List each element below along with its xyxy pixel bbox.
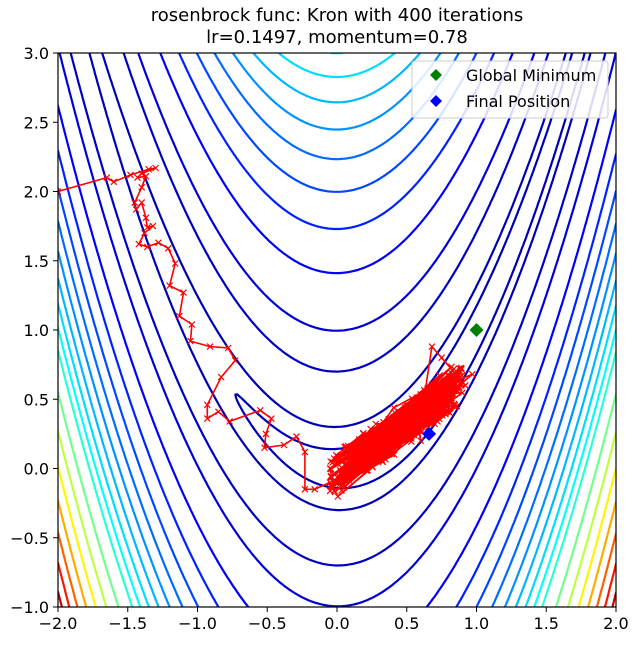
x-tick-label: 1.5 (534, 614, 559, 633)
y-tick-label: 0.5 (24, 390, 49, 409)
y-tick-label: 2.5 (24, 113, 49, 132)
contour-line (58, 465, 616, 607)
y-tick-label: 0.0 (24, 460, 49, 479)
chart-title-line-2: lr=0.1497, momentum=0.78 (206, 27, 468, 48)
x-tick-label: 0.5 (394, 614, 419, 633)
x-axis: −2.0 −1.5 −1.0 −0.5 0.0 0.5 1.0 1.5 2.0 (39, 607, 629, 633)
x-tick-label: 0.0 (324, 614, 349, 633)
y-tick-label: 3.0 (24, 44, 49, 63)
contour-line (58, 349, 616, 607)
contour-line (58, 590, 616, 607)
contour-line (58, 53, 616, 607)
contour-line (58, 561, 616, 607)
x-tick-label: −1.5 (108, 614, 147, 633)
y-tick-label: 1.5 (24, 252, 49, 271)
x-tick-label: 2.0 (603, 614, 628, 633)
legend-final-position-marker (430, 95, 442, 107)
contour-line (58, 531, 616, 607)
legend-global-minimum-label: Global Minimum (466, 66, 596, 85)
optimizer-step-markers (58, 164, 476, 500)
chart-title-line-1: rosenbrock func: Kron with 400 iteration… (151, 5, 524, 26)
y-tick-label: 1.0 (24, 321, 49, 340)
chart-title: rosenbrock func: Kron with 400 iteration… (151, 5, 524, 48)
y-axis: −1.0 −0.5 0.0 0.5 1.0 1.5 2.0 2.5 3.0 (10, 44, 58, 617)
y-tick-label: 2.0 (24, 183, 49, 202)
x-tick-label: −1.0 (178, 614, 217, 633)
contour-line (58, 53, 616, 607)
legend-final-position-label: Final Position (466, 92, 570, 111)
final-position-marker (422, 426, 437, 441)
contour-line (58, 53, 616, 607)
legend-box (411, 60, 609, 119)
contour-line (58, 53, 616, 607)
x-tick-label: −0.5 (248, 614, 287, 633)
x-tick-label: 1.0 (464, 614, 489, 633)
contour-line (58, 499, 616, 607)
contour-lines (58, 53, 616, 607)
contour-line (58, 53, 616, 607)
x-tick-label: −2.0 (39, 614, 78, 633)
point-markers (422, 323, 484, 441)
y-tick-label: −0.5 (10, 529, 49, 548)
contour-line (58, 391, 616, 607)
contour-line (58, 430, 616, 607)
y-tick-label: −1.0 (10, 598, 49, 617)
legend: Global Minimum Final Position (411, 60, 609, 119)
contour-line (58, 53, 616, 607)
legend-global-minimum-marker (430, 69, 442, 81)
contour-line (58, 53, 616, 607)
optimizer-path (58, 164, 476, 500)
contour-line (58, 53, 616, 607)
global-minimum-marker (469, 323, 484, 337)
